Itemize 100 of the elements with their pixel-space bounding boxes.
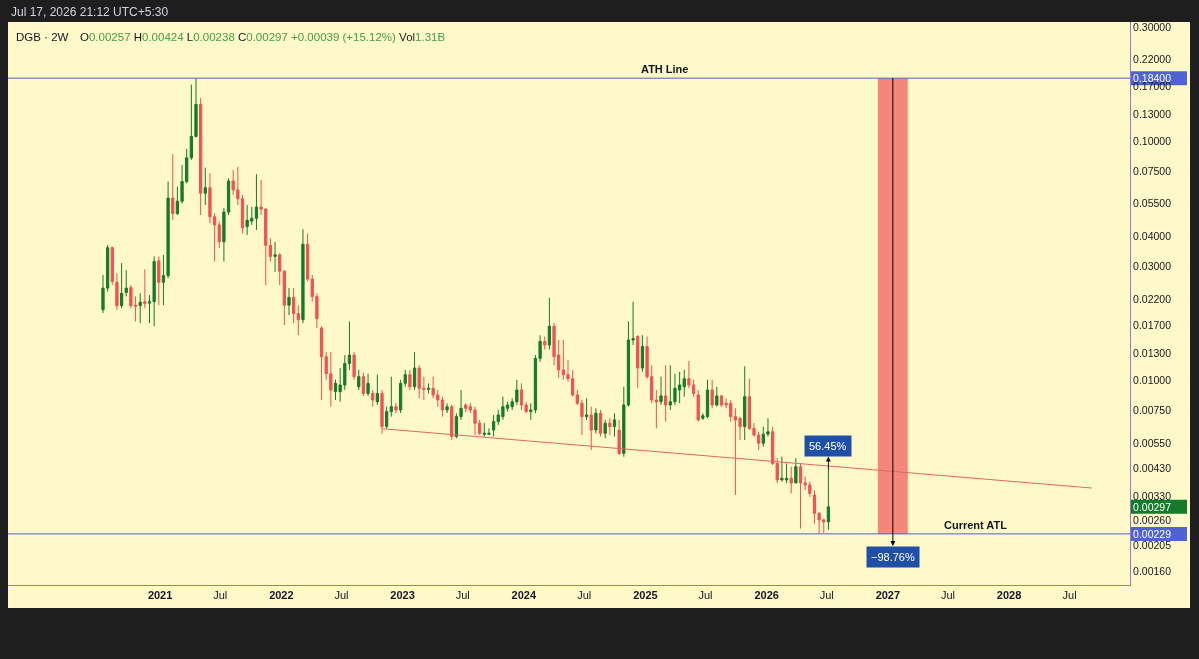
candlestick <box>598 409 603 438</box>
candlestick <box>408 369 412 391</box>
y-tick-label: 0.00430 <box>1133 462 1172 475</box>
candlestick <box>389 376 393 418</box>
candlestick <box>138 292 142 324</box>
candlestick <box>584 397 589 421</box>
y-tick-label: 0.00330 <box>1133 489 1172 502</box>
x-tick-label: Jul <box>455 589 470 602</box>
y-tick-label: 0.00260 <box>1133 514 1172 527</box>
candlestick <box>491 414 496 438</box>
candlestick <box>603 419 607 439</box>
y-tick-label: 0.01000 <box>1133 374 1172 387</box>
candlestick <box>640 334 645 373</box>
x-tick-label: 2026 <box>754 589 779 602</box>
candlestick <box>473 406 477 436</box>
candlestick <box>157 255 161 306</box>
candlestick <box>450 404 454 441</box>
x-tick-label: 2023 <box>390 589 415 602</box>
candlestick <box>287 287 291 316</box>
candlestick <box>278 252 282 286</box>
candlestick <box>124 269 128 297</box>
y-tick-label: 0.04000 <box>1133 230 1172 243</box>
candlestick <box>659 376 663 406</box>
candlestick <box>826 469 831 531</box>
candlestick <box>608 417 612 436</box>
y-tick-label: 0.00205 <box>1133 539 1172 552</box>
candlestick <box>715 386 719 408</box>
candlestick <box>254 173 259 231</box>
candlestick <box>743 365 747 441</box>
candlestick <box>612 412 617 438</box>
x-tick-label: Jul <box>577 589 592 602</box>
x-tick-label: Jul <box>819 589 834 602</box>
x-tick-label: 2027 <box>875 589 901 602</box>
candlestick <box>380 389 384 435</box>
candlestick <box>519 382 524 411</box>
candlestick <box>705 379 710 419</box>
candlestick <box>292 287 296 324</box>
candlestick <box>352 351 356 381</box>
candlestick <box>361 372 366 397</box>
candlestick <box>412 351 417 391</box>
band-label: −98.76% <box>871 551 915 563</box>
x-tick-label: Jul <box>698 589 713 602</box>
candlestick <box>677 371 682 404</box>
x-tick-label: Jul <box>213 589 228 602</box>
candlestick <box>296 304 300 336</box>
candlestick <box>319 325 324 401</box>
y-tick-label: 0.00550 <box>1133 436 1172 449</box>
candlestick <box>710 379 714 409</box>
candlestick <box>301 228 305 324</box>
y-tick-label: 0.00750 <box>1133 404 1172 417</box>
candlestick <box>143 268 147 309</box>
candlestick <box>664 364 668 423</box>
candlestick <box>385 406 389 429</box>
candlestick <box>589 406 593 451</box>
candlestick <box>366 373 370 397</box>
candlestick <box>780 456 784 483</box>
y-tick-label: 0.00229 <box>1133 527 1172 540</box>
x-tick-label: 2025 <box>633 589 658 602</box>
candlestick <box>119 262 124 309</box>
candlestick <box>789 466 793 494</box>
candlestick <box>543 336 547 351</box>
y-tick-label: 0.01300 <box>1133 347 1172 360</box>
text: O0.00257 H0.00424 L0.00238 C0.00297 +0.00039 (+15.12%) Vol1.31B <box>80 31 446 43</box>
candlestick <box>371 389 375 408</box>
candlestick <box>547 297 552 351</box>
candlestick <box>719 394 724 408</box>
candlestick <box>171 153 175 221</box>
candlestick <box>115 272 119 311</box>
y-tick-label: 0.01700 <box>1133 319 1172 332</box>
candlestick <box>594 407 598 434</box>
x-tick-label: 2024 <box>511 589 537 602</box>
y-tick-label: 0.07500 <box>1133 165 1172 178</box>
ref-line-label: Current ATL <box>944 519 1008 531</box>
x-tick-label: 2028 <box>996 589 1022 602</box>
candlestick <box>394 402 398 414</box>
y-tick-label: 0.10000 <box>1133 135 1172 148</box>
candlestick <box>110 246 114 286</box>
candlestick <box>426 382 431 394</box>
candlestick <box>152 255 156 327</box>
y-tick-label: 0.02200 <box>1133 292 1172 305</box>
x-tick-label: Jul <box>940 589 956 602</box>
x-tick-label: 2022 <box>269 589 294 602</box>
candlestick <box>445 402 449 414</box>
y-tick-label: 0.30000 <box>1133 21 1172 34</box>
candlestick <box>464 402 468 413</box>
candlestick <box>696 389 700 423</box>
y-tick-label: 0.00297 <box>1133 500 1172 513</box>
x-tick-label: 2021 <box>147 589 173 602</box>
x-tick-label: Jul <box>1062 589 1077 602</box>
x-tick-label: Jul <box>334 589 349 602</box>
candlestick <box>199 97 203 216</box>
candlestick <box>654 389 658 429</box>
text: DGB · 2W <box>16 31 69 44</box>
candlestick <box>375 374 379 406</box>
y-tick-label: 0.18400 <box>1133 71 1172 84</box>
candlestick <box>794 457 798 484</box>
y-tick-label: 0.00160 <box>1133 564 1172 577</box>
ref-line-label: ATH Line <box>641 63 689 75</box>
y-tick-label: 0.05500 <box>1133 197 1172 210</box>
candlestick <box>282 269 286 326</box>
